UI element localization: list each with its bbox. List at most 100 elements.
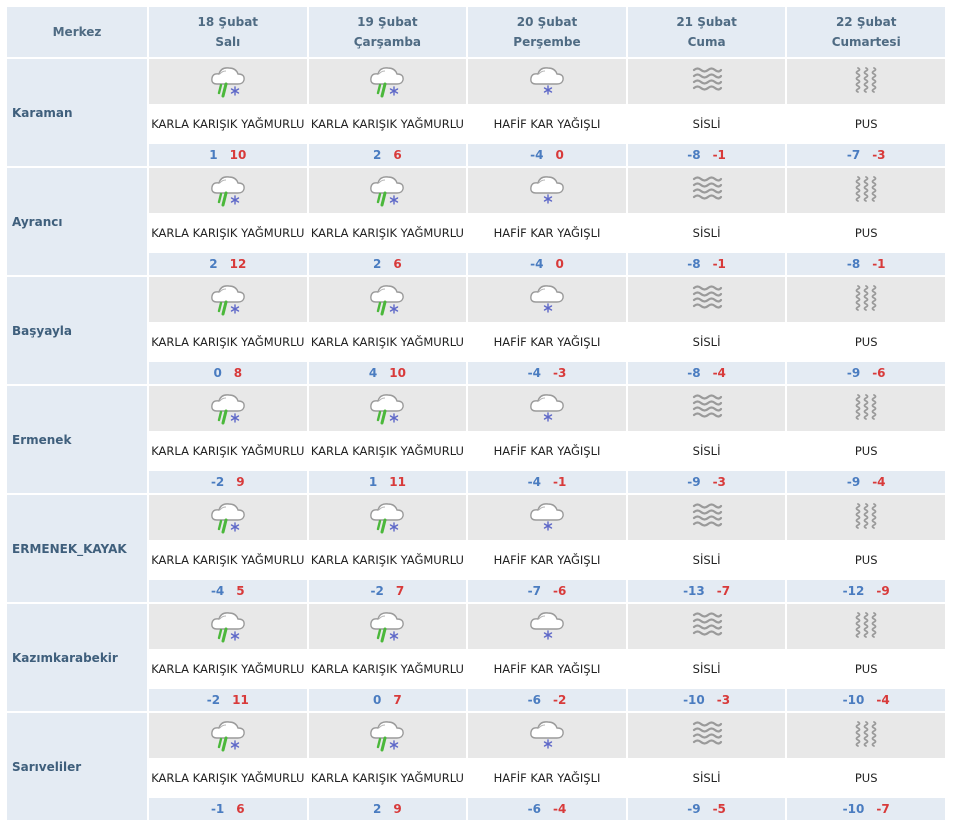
weather-description: PUS	[787, 542, 945, 578]
weather-icon-cell	[308, 277, 467, 322]
weather-description: PUS	[787, 324, 945, 360]
max-temp: 8	[233, 366, 243, 380]
day-weekday: Cumartesi	[831, 35, 901, 49]
weather-icon-cell	[308, 713, 467, 758]
min-temp: -2	[210, 475, 225, 489]
min-temp: -6	[527, 693, 541, 707]
day-header: 20 Şubat Perşembe	[468, 7, 626, 57]
max-temp: 12	[229, 257, 247, 271]
station-name: Başyayla	[7, 277, 147, 384]
weather-description: PUS	[787, 433, 945, 469]
max-temp: -3	[552, 366, 567, 380]
snow-cloud-icon	[527, 62, 567, 102]
weather-description: KARLA KARIŞIK YAĞMURLU	[308, 651, 467, 687]
temp-row: 2 12 2 6 -4 0 -8 -1 -8 -1	[7, 253, 945, 275]
min-temp: -1	[210, 802, 225, 816]
min-temp: 0	[373, 693, 382, 707]
weather-description: SİSLİ	[627, 651, 786, 687]
weather-icon-cell	[308, 168, 467, 213]
weather-icon-cell	[627, 168, 786, 213]
min-temp: -4	[530, 257, 544, 271]
min-temp: -10	[683, 693, 705, 707]
temperature-cell: -9 -6	[787, 362, 945, 384]
min-temp: -9	[687, 802, 701, 816]
min-temp: 2	[373, 802, 382, 816]
min-temp: 1	[209, 148, 218, 162]
weather-description: KARLA KARIŞIK YAĞMURLU	[308, 433, 467, 469]
weather-icon-cell	[627, 604, 786, 649]
max-temp: -6	[872, 366, 886, 380]
temperature-cell: -10 -7	[787, 798, 945, 820]
icon-row: Başyayla	[7, 277, 945, 384]
temperature-cell: 2 12	[149, 253, 307, 275]
sleet-cloud-icon	[208, 607, 248, 647]
max-temp: 0	[555, 257, 564, 271]
min-temp: 2	[373, 257, 382, 271]
sleet-cloud-icon	[208, 498, 248, 538]
min-temp: -10	[842, 802, 865, 816]
temperature-cell: -6 -2	[468, 689, 626, 711]
weather-description: KARLA KARIŞIK YAĞMURLU	[149, 324, 307, 360]
max-temp: 6	[393, 148, 402, 162]
weather-description: KARLA KARIŞIK YAĞMURLU	[149, 215, 307, 251]
temp-row: -2 9 1 11 -4 -1 -9 -3 -9 -4	[7, 471, 945, 493]
max-temp: -2	[552, 693, 567, 707]
haze-icon	[846, 62, 886, 102]
weather-icon-cell	[787, 168, 945, 213]
max-temp: 11	[389, 475, 406, 489]
day-header: 22 Şubat Cumartesi	[787, 7, 945, 57]
day-header: 18 Şubat Salı	[149, 7, 307, 57]
min-temp: -8	[687, 366, 701, 380]
max-temp: -5	[712, 802, 726, 816]
weather-description: KARLA KARIŞIK YAĞMURLU	[149, 760, 307, 796]
min-temp: -13	[683, 584, 705, 598]
temperature-cell: -9 -3	[627, 471, 786, 493]
sleet-cloud-icon	[367, 498, 407, 538]
weather-description: HAFİF KAR YAĞIŞLI	[468, 760, 626, 796]
station-name: Ayrancı	[7, 168, 147, 275]
min-temp: -2	[206, 693, 221, 707]
temp-row: 1 10 2 6 -4 0 -8 -1 -7 -3	[7, 144, 945, 166]
min-temp: -9	[846, 366, 861, 380]
max-temp: 6	[393, 257, 402, 271]
weather-description: HAFİF KAR YAĞIŞLI	[468, 324, 626, 360]
temperature-cell: -7 -3	[787, 144, 945, 166]
desc-row: KARLA KARIŞIK YAĞMURLU KARLA KARIŞIK YAĞM…	[7, 542, 945, 578]
fog-icon	[687, 498, 727, 538]
station-header: Merkez	[7, 7, 147, 57]
temperature-cell: -8 -1	[787, 253, 945, 275]
fog-icon	[687, 716, 727, 756]
sleet-cloud-icon	[208, 280, 248, 320]
min-temp: 2	[373, 148, 382, 162]
temperature-cell: -8 -1	[627, 144, 786, 166]
weather-description: KARLA KARIŞIK YAĞMURLU	[308, 760, 467, 796]
max-temp: -1	[712, 148, 726, 162]
fog-icon	[687, 62, 727, 102]
temperature-cell: -10 -3	[627, 689, 786, 711]
weather-icon-cell	[468, 59, 626, 104]
temperature-cell: -2 7	[308, 580, 467, 602]
day-date: 19 Şubat	[357, 15, 418, 29]
min-temp: -4	[530, 148, 544, 162]
min-temp: -12	[842, 584, 865, 598]
sleet-cloud-icon	[367, 62, 407, 102]
min-temp: -8	[687, 257, 701, 271]
min-temp: -8	[846, 257, 861, 271]
day-weekday: Salı	[215, 35, 241, 49]
max-temp: -4	[876, 693, 890, 707]
max-temp: -3	[712, 475, 726, 489]
min-temp: -2	[370, 584, 384, 598]
weather-description: PUS	[787, 760, 945, 796]
temperature-cell: 1 11	[308, 471, 467, 493]
fog-icon	[687, 280, 727, 320]
sleet-cloud-icon	[208, 716, 248, 756]
icon-row: Ermenek	[7, 386, 945, 493]
desc-row: KARLA KARIŞIK YAĞMURLU KARLA KARIŞIK YAĞM…	[7, 106, 945, 142]
max-temp: -7	[716, 584, 731, 598]
icon-row: Ayrancı	[7, 168, 945, 275]
temperature-cell: -4 0	[468, 253, 626, 275]
day-date: 21 Şubat	[676, 15, 737, 29]
